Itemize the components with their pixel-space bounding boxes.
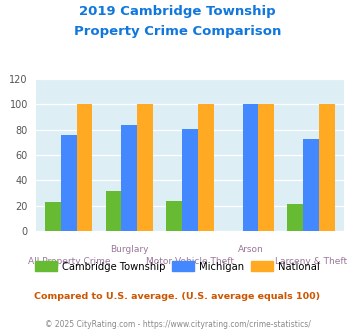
Bar	[166, 201, 182, 231]
Bar	[303, 139, 319, 231]
Text: Arson: Arson	[237, 245, 263, 254]
Text: © 2025 CityRating.com - https://www.cityrating.com/crime-statistics/: © 2025 CityRating.com - https://www.city…	[45, 320, 310, 329]
Bar	[77, 105, 92, 231]
Bar	[258, 105, 274, 231]
Text: 2019 Cambridge Township: 2019 Cambridge Township	[79, 5, 276, 18]
Text: Motor Vehicle Theft: Motor Vehicle Theft	[146, 257, 234, 266]
Bar	[106, 190, 121, 231]
Text: Property Crime Comparison: Property Crime Comparison	[74, 25, 281, 38]
Legend: Cambridge Township, Michigan, National: Cambridge Township, Michigan, National	[31, 257, 324, 276]
Bar	[288, 204, 303, 231]
Bar	[182, 128, 198, 231]
Bar	[61, 135, 77, 231]
Text: Compared to U.S. average. (U.S. average equals 100): Compared to U.S. average. (U.S. average …	[34, 292, 321, 301]
Text: All Property Crime: All Property Crime	[28, 257, 110, 266]
Bar	[45, 202, 61, 231]
Bar	[242, 105, 258, 231]
Bar	[319, 105, 335, 231]
Bar	[198, 105, 214, 231]
Text: Burglary: Burglary	[110, 245, 149, 254]
Bar	[137, 105, 153, 231]
Text: Larceny & Theft: Larceny & Theft	[275, 257, 347, 266]
Bar	[121, 125, 137, 231]
